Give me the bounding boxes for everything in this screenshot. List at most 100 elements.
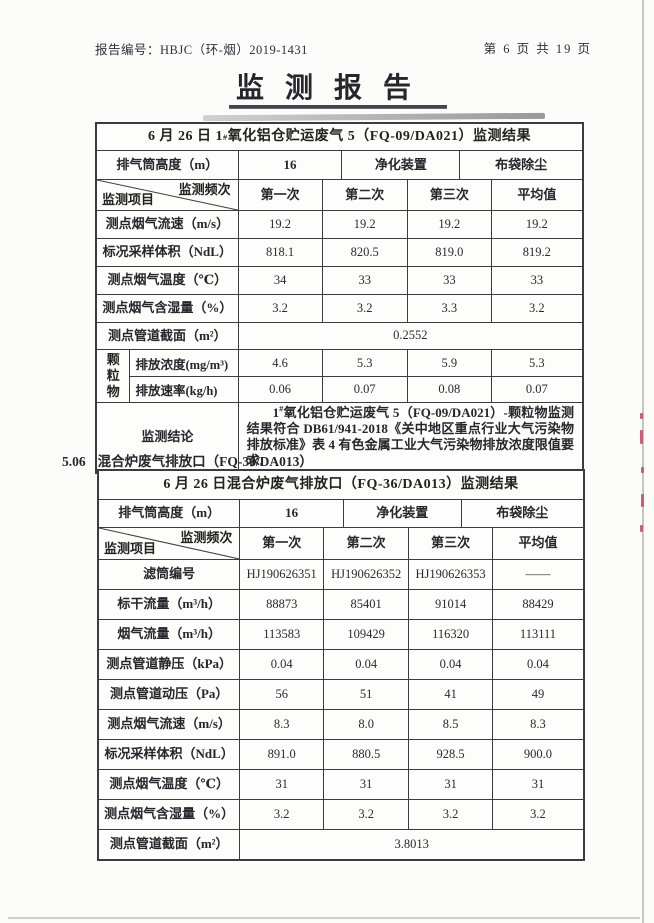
page-indicator: 第 6 页 共 19 页 xyxy=(483,42,592,56)
diagonal-line xyxy=(97,180,238,210)
conclusion-prefix: 1 xyxy=(272,405,280,420)
row-label: 测点烟气温度（℃） xyxy=(107,272,228,288)
value-cell: 3.2 xyxy=(239,800,323,829)
col-header-1st: 第一次 xyxy=(239,528,323,559)
particulate-group-label: 颗粒物 xyxy=(106,352,120,399)
duct-section-label: 测点管道截面（m²） xyxy=(107,327,227,343)
value-cell: 0.07 xyxy=(491,376,582,402)
table-row: 烟气流量（m³/h） 113583 109429 116320 113111 xyxy=(99,619,583,649)
table-aluminum-oxide-exhaust: 6 月 26 日 1 # 氧化铝仓贮运废气 5（FQ-09/DA021）监测结果 排… xyxy=(95,122,584,474)
row-label: 排放速率(kg/h) xyxy=(130,376,238,402)
col-header-3rd: 第三次 xyxy=(408,528,492,559)
col-header-2nd: 第二次 xyxy=(323,528,408,559)
table-mixing-furnace-exhaust: 6 月 26 日混合炉废气排放口（FQ-36/DA013）监测结果 排气筒高度（… xyxy=(97,469,585,861)
title-underline xyxy=(229,105,447,109)
particulate-block: 颗粒物 排放浓度(mg/m³) 排放速率(kg/h) 4.6 0.06 5.3 … xyxy=(97,349,582,402)
red-ink-mark xyxy=(640,413,643,419)
row-label: 标况采样体积（NdL） xyxy=(104,746,234,762)
table2-title: 6 月 26 日混合炉废气排放口（FQ-36/DA013）监测结果 xyxy=(163,477,519,493)
stack-height-row: 排气筒高度（m） 16 净化装置 布袋除尘 xyxy=(97,150,582,179)
row-label: 测点烟气流速（m/s） xyxy=(105,216,230,232)
value-cell: 19.2 xyxy=(406,211,491,238)
particulate-col: 5.9 0.08 xyxy=(406,350,491,402)
value-cell: 5.9 xyxy=(441,355,458,370)
frequency-header: 监测频次 xyxy=(178,182,231,197)
row-label: 标干流量（m³/h） xyxy=(117,596,221,612)
col-header-1st: 第一次 xyxy=(237,180,322,210)
value-cell: 3.2 xyxy=(408,800,492,829)
duct-section-label: 测点管道截面（m²） xyxy=(109,836,229,852)
duct-section-row: 测点管道截面（m²） 3.8013 xyxy=(99,829,583,859)
value-cell: —— xyxy=(491,560,583,589)
column-header-row: 监测频次 监测项目 第一次 第二次 第三次 平均值 xyxy=(97,179,582,210)
section-heading: 5.06 混合炉废气排放口（FQ-36/DA013） xyxy=(62,450,313,470)
value-cell: 19.2 xyxy=(321,211,407,238)
table-row: 测点烟气含湿量（%） 3.2 3.2 3.2 3.2 xyxy=(99,799,583,829)
col-header-avg: 平均值 xyxy=(491,528,583,559)
row-label: 测点烟气温度（℃） xyxy=(109,776,229,792)
value-cell: 0.06 xyxy=(238,376,322,402)
value-cell: 820.5 xyxy=(321,239,407,266)
value-cell: 5.3 xyxy=(529,355,545,370)
value-cell: 109429 xyxy=(323,620,408,649)
value-cell: 3.2 xyxy=(323,800,408,829)
red-ink-mark xyxy=(641,467,644,473)
value-cell: 3.3 xyxy=(406,295,491,322)
particulate-group-cell: 颗粒物 xyxy=(97,350,129,402)
table1-title-prefix: 6 月 26 日 1 xyxy=(148,129,224,145)
value-cell: 3.2 xyxy=(321,295,407,322)
conclusion-text: 1#氧化铝仓贮运废气 5（FQ-09/DA021）-颗粒物监测结果符合 DB61… xyxy=(247,404,574,469)
value-cell: 928.5 xyxy=(408,740,492,769)
table-row: 标干流量（m³/h） 88873 85401 91014 88429 xyxy=(99,589,583,619)
value-cell: 0.04 xyxy=(408,650,492,679)
value-cell: HJ190626351 xyxy=(239,560,323,589)
table-row: 滤筒编号 HJ190626351 HJ190626352 HJ190626353… xyxy=(99,559,583,589)
table1-title-suffix: 氧化铝仓贮运废气 5（FQ-09/DA021）监测结果 xyxy=(227,129,531,145)
col-header-3rd: 第三次 xyxy=(406,180,491,210)
value-cell: 0.04 xyxy=(323,650,408,679)
section-number: 5.06 xyxy=(62,454,86,469)
stack-height-value: 16 xyxy=(239,500,343,527)
value-cell: 8.3 xyxy=(239,710,323,739)
purifier-label: 净化装置 xyxy=(342,500,461,527)
table-row: 测点烟气流速（m/s） 8.3 8.0 8.5 8.3 xyxy=(99,709,583,739)
table-row: 测点烟气流速（m/s） 19.2 19.2 19.2 19.2 xyxy=(97,210,582,238)
value-cell: 113583 xyxy=(239,620,323,649)
table-row: 测点烟气含湿量（%） 3.2 3.2 3.3 3.2 xyxy=(97,294,582,322)
item-header: 监测项目 xyxy=(102,191,155,207)
value-cell: 3.2 xyxy=(490,295,582,322)
red-ink-mark xyxy=(640,430,643,444)
value-cell: 34 xyxy=(237,267,322,294)
stack-height-value: 16 xyxy=(237,151,342,179)
table-row: 测点烟气温度（℃） 34 33 33 33 xyxy=(97,266,582,294)
value-cell: 56 xyxy=(239,680,323,709)
stack-height-label: 排气筒高度（m） xyxy=(118,505,221,521)
value-cell: 818.1 xyxy=(237,239,322,266)
value-cell: 0.04 xyxy=(239,650,323,679)
value-cell: 116320 xyxy=(408,620,492,649)
table-row: 测点管道动压（Pa） 56 51 41 49 xyxy=(99,679,583,709)
value-cell: 0.07 xyxy=(322,376,407,402)
row-label: 测点烟气含湿量（%） xyxy=(104,806,235,822)
value-cell: 0.08 xyxy=(407,376,491,402)
col-header-avg: 平均值 xyxy=(490,180,582,210)
value-cell: 891.0 xyxy=(239,740,323,769)
frequency-header: 监测频次 xyxy=(180,530,233,545)
table-row: 测点烟气温度（℃） 31 31 31 31 xyxy=(99,769,583,799)
conclusion-row: 监测结论 1#氧化铝仓贮运废气 5（FQ-09/DA021）-颗粒物监测结果符合… xyxy=(97,402,582,472)
diagonal-header-cell: 监测频次 监测项目 xyxy=(97,180,238,210)
value-cell: 31 xyxy=(239,770,323,799)
value-cell: 31 xyxy=(408,770,492,799)
duct-section-row: 测点管道截面（m²） 0.2552 xyxy=(97,322,582,349)
value-cell: 8.5 xyxy=(408,710,492,739)
value-cell: 8.3 xyxy=(491,710,583,739)
page-bottom-edge-line xyxy=(8,917,640,919)
value-cell: 33 xyxy=(321,267,407,294)
row-label: 排放浓度(mg/m³) xyxy=(135,357,229,372)
conclusion-label: 监测结论 xyxy=(141,429,194,445)
scan-smudge xyxy=(202,112,546,122)
red-ink-mark xyxy=(640,525,643,532)
row-label: 测点烟气含湿量（%） xyxy=(102,300,233,316)
purifier-value: 布袋除尘 xyxy=(460,500,583,527)
